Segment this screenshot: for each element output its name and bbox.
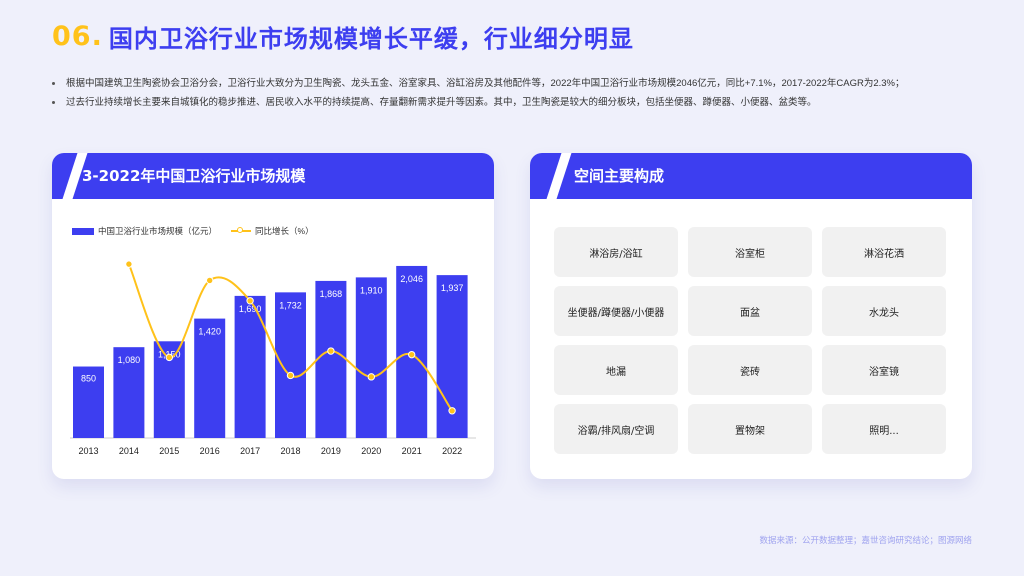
x-tick-label: 2015 xyxy=(159,446,179,456)
page-title: 06. 国内卫浴行业市场规模增长平缓，行业细分明显 xyxy=(52,16,634,56)
chart-legend: 中国卫浴行业市场规模（亿元） 同比增长（%） xyxy=(72,225,314,237)
grid-item: 照明... xyxy=(822,404,946,454)
header-slash xyxy=(546,153,572,199)
legend-line-label: 同比增长（%） xyxy=(255,226,314,236)
market-size-chart: 85020131,08020141,15020151,42020161,6902… xyxy=(70,260,476,456)
bullet-dot xyxy=(52,82,55,85)
x-tick-label: 2017 xyxy=(240,446,260,456)
market-size-card: 3-2022年中国卫浴行业市场规模 中国卫浴行业市场规模（亿元） 同比增长（%）… xyxy=(52,153,494,479)
section-number: 06. xyxy=(52,20,103,52)
composition-grid: 淋浴房/浴缸 浴室柜 淋浴花洒 坐便器/蹲便器/小便器 面盆 水龙头 地漏 瓷砖… xyxy=(554,227,948,454)
growth-point xyxy=(165,353,174,362)
growth-point xyxy=(327,347,335,355)
bar xyxy=(234,295,266,438)
bar-value-label: 1,420 xyxy=(198,327,221,337)
grid-item: 淋浴房/浴缸 xyxy=(554,227,678,277)
x-tick-label: 2018 xyxy=(280,446,300,456)
bar xyxy=(355,277,387,438)
x-tick-label: 2021 xyxy=(402,446,422,456)
grid-item: 水龙头 xyxy=(822,286,946,336)
growth-point xyxy=(448,407,456,415)
bullet-item: 过去行业持续增长主要来自城镇化的稳步推进、居民收入水平的持续提高、存量翻新需求提… xyxy=(52,93,982,112)
growth-line xyxy=(127,263,453,412)
x-tick-label: 2013 xyxy=(78,446,98,456)
card-header: 空间主要构成 xyxy=(530,153,972,199)
bar-value-label: 1,910 xyxy=(360,285,383,295)
bullet-dot xyxy=(52,101,55,104)
bullet-list: 根据中国建筑卫生陶瓷协会卫浴分会，卫浴行业大致分为卫生陶瓷、龙头五金、浴室家具、… xyxy=(52,74,982,112)
grid-item: 浴霸/排风扇/空调 xyxy=(554,404,678,454)
bar xyxy=(315,280,347,438)
title-text: 国内卫浴行业市场规模增长平缓，行业细分明显 xyxy=(108,24,634,53)
bar-value-label: 1,937 xyxy=(441,283,464,293)
legend-bar-label: 中国卫浴行业市场规模（亿元） xyxy=(98,226,218,236)
grid-item: 坐便器/蹲便器/小便器 xyxy=(554,286,678,336)
bar-value-label: 850 xyxy=(81,374,96,384)
growth-point xyxy=(286,371,295,380)
grid-item: 置物架 xyxy=(688,404,812,454)
growth-point xyxy=(367,373,375,381)
bar-value-label: 1,732 xyxy=(279,300,302,310)
x-tick-label: 2020 xyxy=(361,446,381,456)
card-title: 3-2022年中国卫浴行业市场规模 xyxy=(82,167,306,185)
bar-value-label: 2,046 xyxy=(400,274,423,284)
growth-point xyxy=(125,260,133,268)
bullet-text: 根据中国建筑卫生陶瓷协会卫浴分会，卫浴行业大致分为卫生陶瓷、龙头五金、浴室家具、… xyxy=(66,78,905,89)
space-composition-card: 空间主要构成 淋浴房/浴缸 浴室柜 淋浴花洒 坐便器/蹲便器/小便器 面盆 水龙… xyxy=(530,153,972,479)
legend-line-swatch xyxy=(231,227,252,233)
growth-point xyxy=(206,276,214,285)
card-title: 空间主要构成 xyxy=(574,167,665,185)
bar-value-label: 1,080 xyxy=(118,355,141,365)
grid-item: 浴室柜 xyxy=(688,227,812,277)
grid-item: 瓷砖 xyxy=(688,345,812,395)
growth-point xyxy=(246,297,254,305)
bullet-item: 根据中国建筑卫生陶瓷协会卫浴分会，卫浴行业大致分为卫生陶瓷、龙头五金、浴室家具、… xyxy=(52,74,982,93)
card-header: 3-2022年中国卫浴行业市场规模 xyxy=(52,153,494,199)
x-tick-label: 2016 xyxy=(200,446,220,456)
legend-bar-swatch xyxy=(72,227,94,235)
grid-item: 浴室镜 xyxy=(822,345,946,395)
x-tick-label: 2014 xyxy=(119,446,139,456)
grid-item: 淋浴花洒 xyxy=(822,227,946,277)
growth-point xyxy=(408,350,416,359)
bullet-text: 过去行业持续增长主要来自城镇化的稳步推进、居民收入水平的持续提高、存量翻新需求提… xyxy=(66,97,817,108)
x-tick-label: 2019 xyxy=(321,446,341,456)
bar xyxy=(113,347,145,438)
data-source: 数据来源：公开数据整理；嘉世咨询研究结论；图源网络 xyxy=(759,536,972,546)
grid-item: 地漏 xyxy=(554,345,678,395)
bar xyxy=(275,292,306,438)
grid-item: 面盆 xyxy=(688,286,812,336)
x-tick-label: 2022 xyxy=(442,446,462,456)
bar xyxy=(194,318,226,438)
bar-value-label: 1,868 xyxy=(320,289,343,299)
bar xyxy=(73,366,104,438)
bar-value-label: 1,690 xyxy=(239,304,262,314)
